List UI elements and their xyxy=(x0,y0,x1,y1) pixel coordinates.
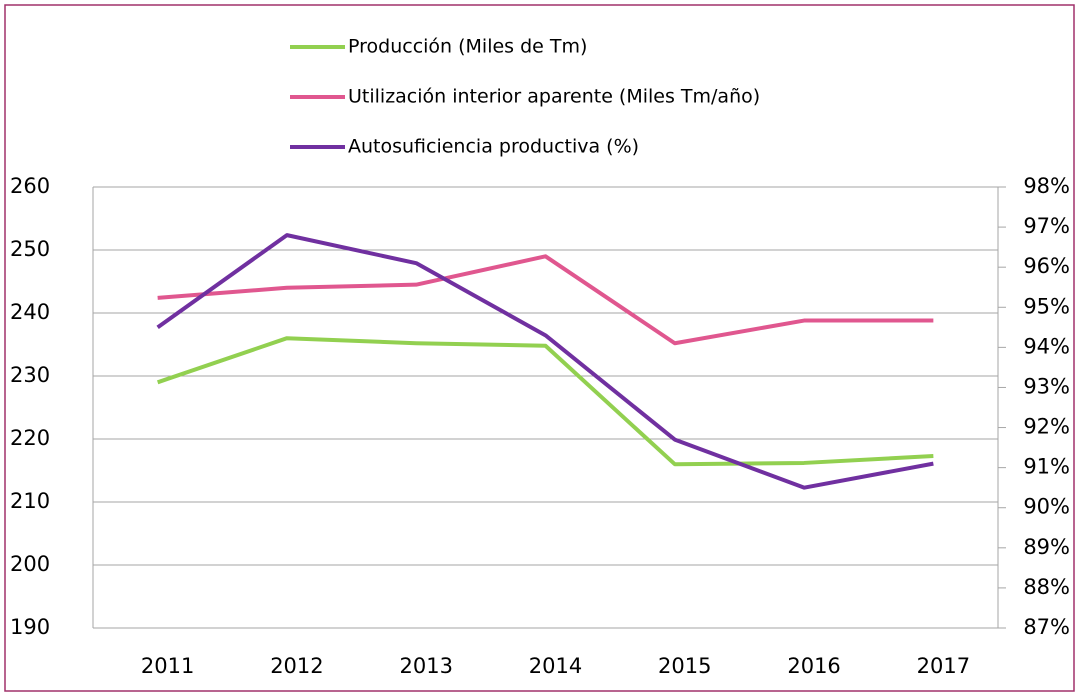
x-tick-label: 2015 xyxy=(658,654,711,678)
x-tick-label: 2013 xyxy=(399,654,452,678)
y-tick-label: 200 xyxy=(10,552,50,576)
x-tick-label: 2017 xyxy=(917,654,970,678)
legend: Producción (Miles de Tm) Utilización inte… xyxy=(290,36,760,158)
y-tick-label: 250 xyxy=(10,237,50,261)
y-tick-label: 240 xyxy=(10,300,50,324)
y2-tick-label: 91% xyxy=(1023,455,1070,479)
y2-tick-label: 87% xyxy=(1023,615,1070,639)
y2-tick-label: 92% xyxy=(1023,415,1070,439)
chart-border xyxy=(4,4,1075,692)
y-tick-label: 190 xyxy=(10,615,50,639)
x-tick-label: 2014 xyxy=(529,654,582,678)
series-line xyxy=(157,254,934,346)
y2-tick-label: 98% xyxy=(1023,174,1070,198)
series-line xyxy=(156,233,934,490)
legend-label: Utilización interior aparente (Miles Tm/… xyxy=(348,86,760,108)
legend-label: Autosuficiencia productiva (%) xyxy=(348,136,639,158)
series-line xyxy=(156,336,934,467)
y2-tick-label: 93% xyxy=(1023,374,1070,398)
y2-tick-label: 95% xyxy=(1023,294,1070,318)
y2-tick-label: 90% xyxy=(1023,495,1070,519)
y-tick-label: 210 xyxy=(10,489,50,513)
legend-label: Producción (Miles de Tm) xyxy=(348,36,587,58)
y-tick-label: 260 xyxy=(10,174,50,198)
x-tick-label: 2016 xyxy=(787,654,840,678)
x-tick-label: 2012 xyxy=(270,654,323,678)
x-tick-label: 2011 xyxy=(141,654,194,678)
y2-tick-label: 88% xyxy=(1023,575,1070,599)
y2-tick-label: 97% xyxy=(1023,214,1070,238)
y-tick-label: 230 xyxy=(10,363,50,387)
y2-tick-label: 94% xyxy=(1023,334,1070,358)
y2-tick-label: 89% xyxy=(1023,535,1070,559)
y-tick-label: 220 xyxy=(10,426,50,450)
y2-tick-label: 96% xyxy=(1023,254,1070,278)
